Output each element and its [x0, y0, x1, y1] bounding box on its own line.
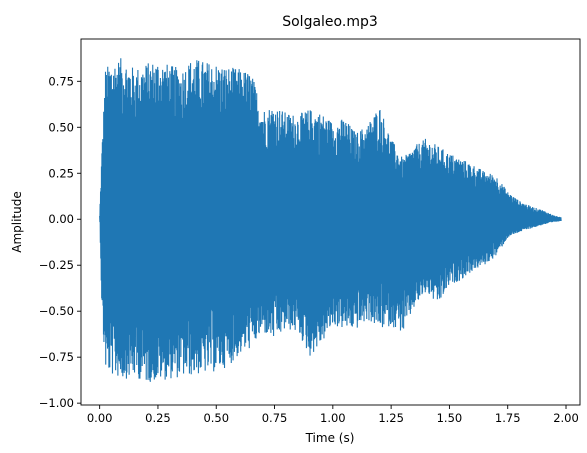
- x-tick-label: 2.00: [553, 411, 579, 425]
- y-tick-label: 0.25: [48, 166, 74, 180]
- x-tick-label: 0.50: [203, 411, 229, 425]
- x-axis-label: Time (s): [305, 431, 355, 445]
- y-axis: −1.00 −0.75 −0.50 −0.25 0.00 0.25 0.50 0.75: [39, 74, 81, 410]
- y-tick-label: −0.50: [39, 304, 74, 318]
- y-tick-label: 0.75: [48, 74, 74, 88]
- plot-area: [99, 58, 562, 382]
- x-tick-label: 0.25: [145, 411, 171, 425]
- y-tick-label: −1.00: [39, 396, 74, 410]
- x-tick-label: 1.75: [495, 411, 521, 425]
- x-tick-label: 0.00: [87, 411, 113, 425]
- waveform-series-line: [99, 58, 562, 382]
- x-tick-label: 1.25: [378, 411, 404, 425]
- x-axis: 0.00 0.25 0.50 0.75 1.00 1.25 1.50 1.75 2.00: [87, 405, 579, 425]
- y-axis-label: Amplitude: [10, 191, 24, 253]
- x-tick-label: 0.75: [262, 411, 288, 425]
- x-tick-label: 1.50: [437, 411, 463, 425]
- x-tick-label: 1.00: [320, 411, 346, 425]
- y-tick-label: 0.50: [48, 120, 74, 134]
- chart-title: Solgaleo.mp3: [282, 14, 378, 30]
- y-tick-label: −0.25: [39, 258, 74, 272]
- y-tick-label: 0.00: [48, 212, 74, 226]
- plot-frame: [80, 38, 581, 406]
- y-tick-label: −0.75: [39, 350, 74, 364]
